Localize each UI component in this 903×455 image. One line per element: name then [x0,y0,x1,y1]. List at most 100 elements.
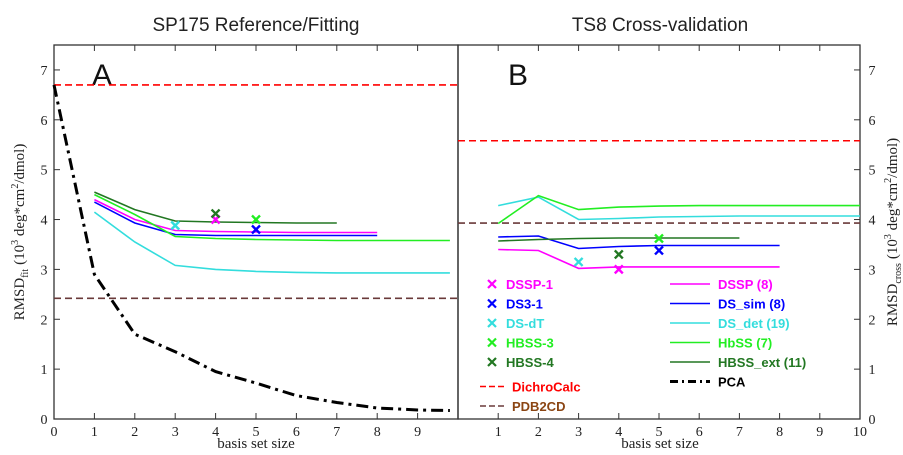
x-tick-label: 5 [656,425,663,440]
point-hbss-3 [654,233,664,244]
series-ds-det-19 [498,196,860,221]
panel-a-series [52,84,450,412]
legend-line-hbss-ext-11: HBSS_ext (11) [670,355,806,370]
panel-b-reference-lines [458,139,860,224]
x-tick-label: 9 [414,425,421,440]
x-tick-label: 3 [575,425,582,440]
legend-ref-dichrocalc: DichroCalc [480,380,581,395]
panel-b-x-axis-title: basis set size [621,436,699,452]
legend-label: DS_det (19) [718,316,790,331]
legend-label: DS3-1 [506,297,543,312]
y-tick-label: 6 [869,114,876,129]
x-tick-label: 2 [535,425,542,440]
y-tick-label: 1 [869,363,876,378]
legend-ref-pdb2cd: PDB2CD [480,399,565,414]
legend-label: HbSS (7) [718,336,772,351]
panel-b-points [573,233,664,275]
panel-a-reference-lines [54,84,458,300]
series-ds-det-19 [93,211,450,274]
y-tick-label: 1 [41,363,48,378]
legend-label: HBSS-3 [506,336,554,351]
panel-b-axes: 1 2 3 4 5 6 7 8 9 100 1 2 3 4 5 6 7 [495,45,876,440]
series-hbss-7 [94,193,450,242]
legend-line-hbss-7: HbSS (7) [670,336,772,351]
panel-a-axes: 0 1 2 3 4 5 6 7 8 9 0 1 2 3 4 5 6 7 [41,45,421,440]
series-hbss-7 [497,194,860,225]
panel-a-points [170,208,261,235]
legend-label: DSSP-1 [506,277,553,292]
y-tick-label: 5 [41,164,48,179]
panel-a-x-axis-title: basis set size [217,436,295,452]
legend-label: DichroCalc [512,380,581,395]
x-tick-label: 4 [615,425,622,440]
point-dssp-1 [613,264,624,275]
x-tick-label: 6 [696,425,703,440]
x-tick-label: 7 [333,425,340,440]
x-tick-label: 8 [374,425,381,440]
point-ds-dt [573,257,584,267]
panel-b-series [497,194,860,270]
panel-a-title: SP175 Reference/Fitting [152,15,359,36]
legend-point-ds3-1: DS3-1 [487,297,543,312]
legend-label: PDB2CD [512,399,565,414]
x-tick-label: 10 [853,425,867,440]
panel-a-letter: A [92,59,112,92]
series-hbss-ext-11 [94,191,337,224]
series-dssp-8 [498,248,780,270]
legend-point-hbss-3: HBSS-3 [487,336,554,351]
series-pca [52,84,450,412]
x-tick-label: 1 [495,425,502,440]
series-ds-sim-8 [498,235,780,250]
legend-line-ds-det-19: DS_det (19) [670,316,790,331]
legend: DSSP-1 DS3-1 DS-dT HBSS-3 HBSS-4 DichroCalc PD… [480,277,806,414]
point-ds-dt [170,220,181,231]
y-tick-label: 6 [41,114,48,129]
x-tick-label: 1 [91,425,98,440]
panel-b-y-axis-title: RMSDcross(103 deg*cm2/dmol) [883,138,903,326]
panel-b-title: TS8 Cross-validation [572,15,748,36]
x-tick-label: 9 [816,425,823,440]
y-tick-label: 7 [869,64,876,79]
x-tick-label: 8 [776,425,783,440]
x-tick-label: 6 [293,425,300,440]
y-tick-label: 0 [869,413,876,428]
y-tick-label: 2 [41,313,48,328]
panel-b-letter: B [508,59,528,92]
series-dssp-8 [94,198,378,234]
legend-label: DSSP (8) [718,277,773,292]
legend-line-pca: PCA [670,375,746,390]
point-ds3-1 [251,224,261,235]
series-hbss-ext-11 [498,237,740,242]
legend-point-hbss-4: HBSS-4 [487,355,554,370]
legend-label: PCA [718,375,746,390]
point-ds3-1 [654,245,664,256]
legend-point-ds-dt: DS-dT [487,316,544,331]
legend-label: DS-dT [506,316,544,331]
x-tick-label: 5 [253,425,260,440]
y-tick-label: 4 [41,214,48,229]
legend-line-dssp-8: DSSP (8) [670,277,773,292]
point-hbss-4 [210,208,221,219]
legend-label: DS_sim (8) [718,297,785,312]
legend-point-dssp-1: DSSP-1 [487,277,553,292]
legend-label: HBSS_ext (11) [718,355,806,370]
y-tick-label: 4 [869,214,876,229]
y-tick-label: 7 [41,64,48,79]
point-hbss-4 [613,249,624,260]
x-tick-label: 0 [51,425,58,440]
x-tick-label: 3 [172,425,179,440]
series-ds-sim-8 [94,201,378,237]
point-hbss-3 [251,214,261,225]
legend-line-ds-sim-8: DS_sim (8) [670,297,785,312]
panel-a-y-axis-title: RMSDfit(103 deg*cm2/dmol) [10,144,31,321]
y-tick-label: 2 [869,313,876,328]
x-tick-label: 2 [131,425,138,440]
y-tick-label: 3 [41,263,48,278]
legend-label: HBSS-4 [506,355,554,370]
y-tick-label: 0 [41,413,48,428]
y-tick-label: 3 [869,263,876,278]
x-tick-label: 4 [212,425,219,440]
x-tick-label: 7 [736,425,743,440]
y-tick-label: 5 [869,164,876,179]
